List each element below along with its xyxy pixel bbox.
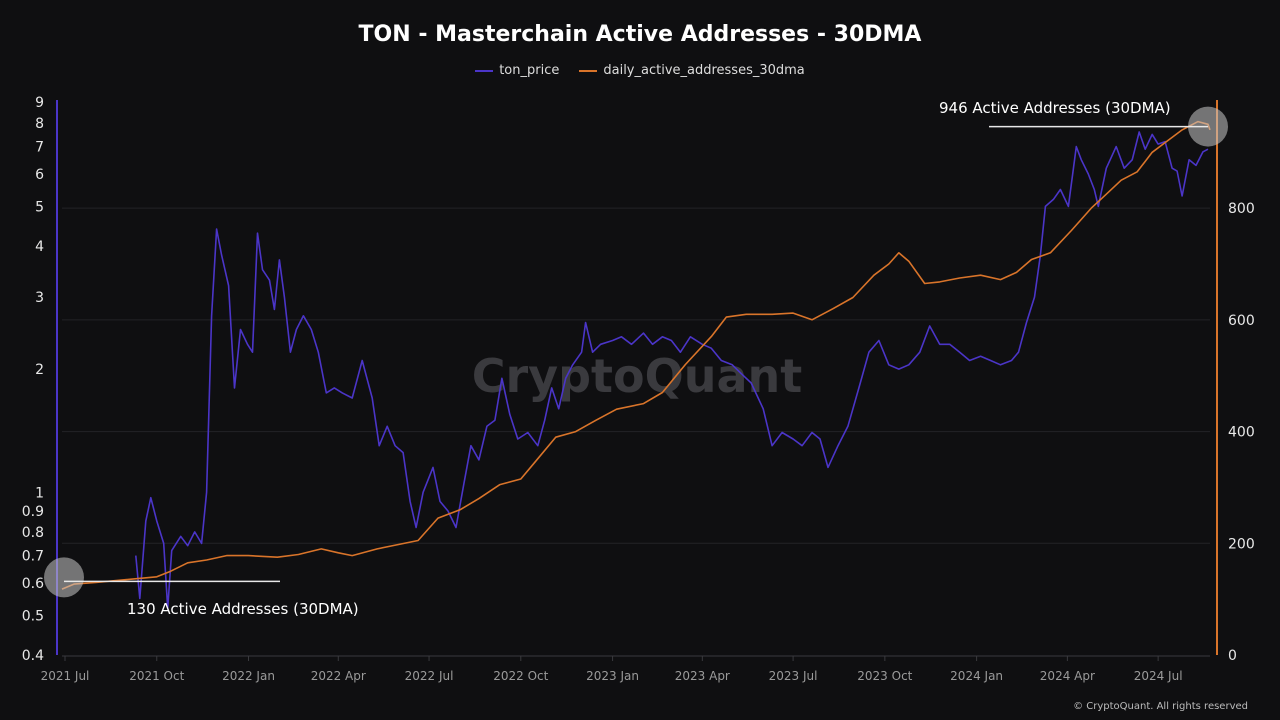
y-left-tick-label: 0.7 bbox=[22, 549, 44, 565]
legend-swatch bbox=[579, 69, 598, 72]
x-tick-label: 2022 Jan bbox=[222, 669, 275, 683]
chart-title: TON - Masterchain Active Addresses - 30D… bbox=[358, 22, 922, 47]
y-left-tick-label: 6 bbox=[35, 167, 44, 183]
x-tick-label: 2024 Apr bbox=[1040, 669, 1095, 683]
y-right-tick-label: 200 bbox=[1228, 536, 1255, 552]
x-tick-label: 2024 Jul bbox=[1134, 669, 1183, 683]
y-left-tick-label: 0.5 bbox=[22, 608, 44, 624]
legend-item-ton-price[interactable]: ton_price bbox=[475, 63, 559, 78]
legend-label: daily_active_addresses_30dma bbox=[603, 63, 805, 78]
x-tick-label: 2022 Jul bbox=[405, 669, 454, 683]
x-tick-label: 2023 Jul bbox=[769, 669, 818, 683]
y-left-tick-label: 9 bbox=[35, 95, 44, 111]
y-left-tick-label: 8 bbox=[35, 116, 44, 132]
y-left-tick-label: 0.4 bbox=[22, 648, 44, 664]
y-left-tick-label: 3 bbox=[35, 290, 44, 306]
series-line-ton_price bbox=[135, 131, 1209, 610]
y-left-tick-label: 7 bbox=[35, 140, 44, 156]
x-tick-label: 2024 Jan bbox=[950, 669, 1003, 683]
legend-swatch bbox=[475, 69, 494, 72]
x-tick-label: 2021 Oct bbox=[129, 669, 184, 683]
y-right-tick-label: 400 bbox=[1228, 425, 1255, 441]
x-tick-label: 2023 Jan bbox=[586, 669, 639, 683]
legend: ton_price daily_active_addresses_30dma bbox=[0, 63, 1280, 78]
x-tick-label: 2022 Oct bbox=[493, 669, 548, 683]
legend-label: ton_price bbox=[499, 63, 560, 78]
y-left-tick-label: 0.6 bbox=[22, 576, 44, 592]
y-left-tick-label: 1 bbox=[35, 485, 44, 501]
y-left-tick-label: 2 bbox=[35, 362, 44, 378]
annotation-label-end: 946 Active Addresses (30DMA) bbox=[939, 99, 1171, 117]
series-line-daily_active_addresses_30dma bbox=[61, 120, 1211, 590]
y-left-tick-label: 0.9 bbox=[22, 504, 44, 520]
annotation-label-start: 130 Active Addresses (30DMA) bbox=[127, 600, 359, 618]
y-right-tick-label: 800 bbox=[1228, 201, 1255, 217]
highlight-circle-start bbox=[43, 557, 84, 598]
copyright: © CryptoQuant. All rights reserved bbox=[1073, 701, 1248, 712]
y-left-tick-label: 0.8 bbox=[22, 525, 44, 541]
x-tick-label: 2023 Apr bbox=[675, 669, 730, 683]
watermark: CryptoQuant bbox=[472, 349, 803, 403]
x-tick-label: 2023 Oct bbox=[857, 669, 912, 683]
y-left-tick-label: 5 bbox=[35, 199, 44, 215]
y-right-tick-label: 600 bbox=[1228, 313, 1255, 329]
y-right-tick-label: 0 bbox=[1228, 648, 1237, 664]
x-tick-label: 2021 Jul bbox=[41, 669, 90, 683]
legend-item-active-addresses[interactable]: daily_active_addresses_30dma bbox=[579, 63, 805, 78]
y-left-tick-label: 4 bbox=[35, 239, 44, 255]
x-tick-label: 2022 Apr bbox=[311, 669, 366, 683]
